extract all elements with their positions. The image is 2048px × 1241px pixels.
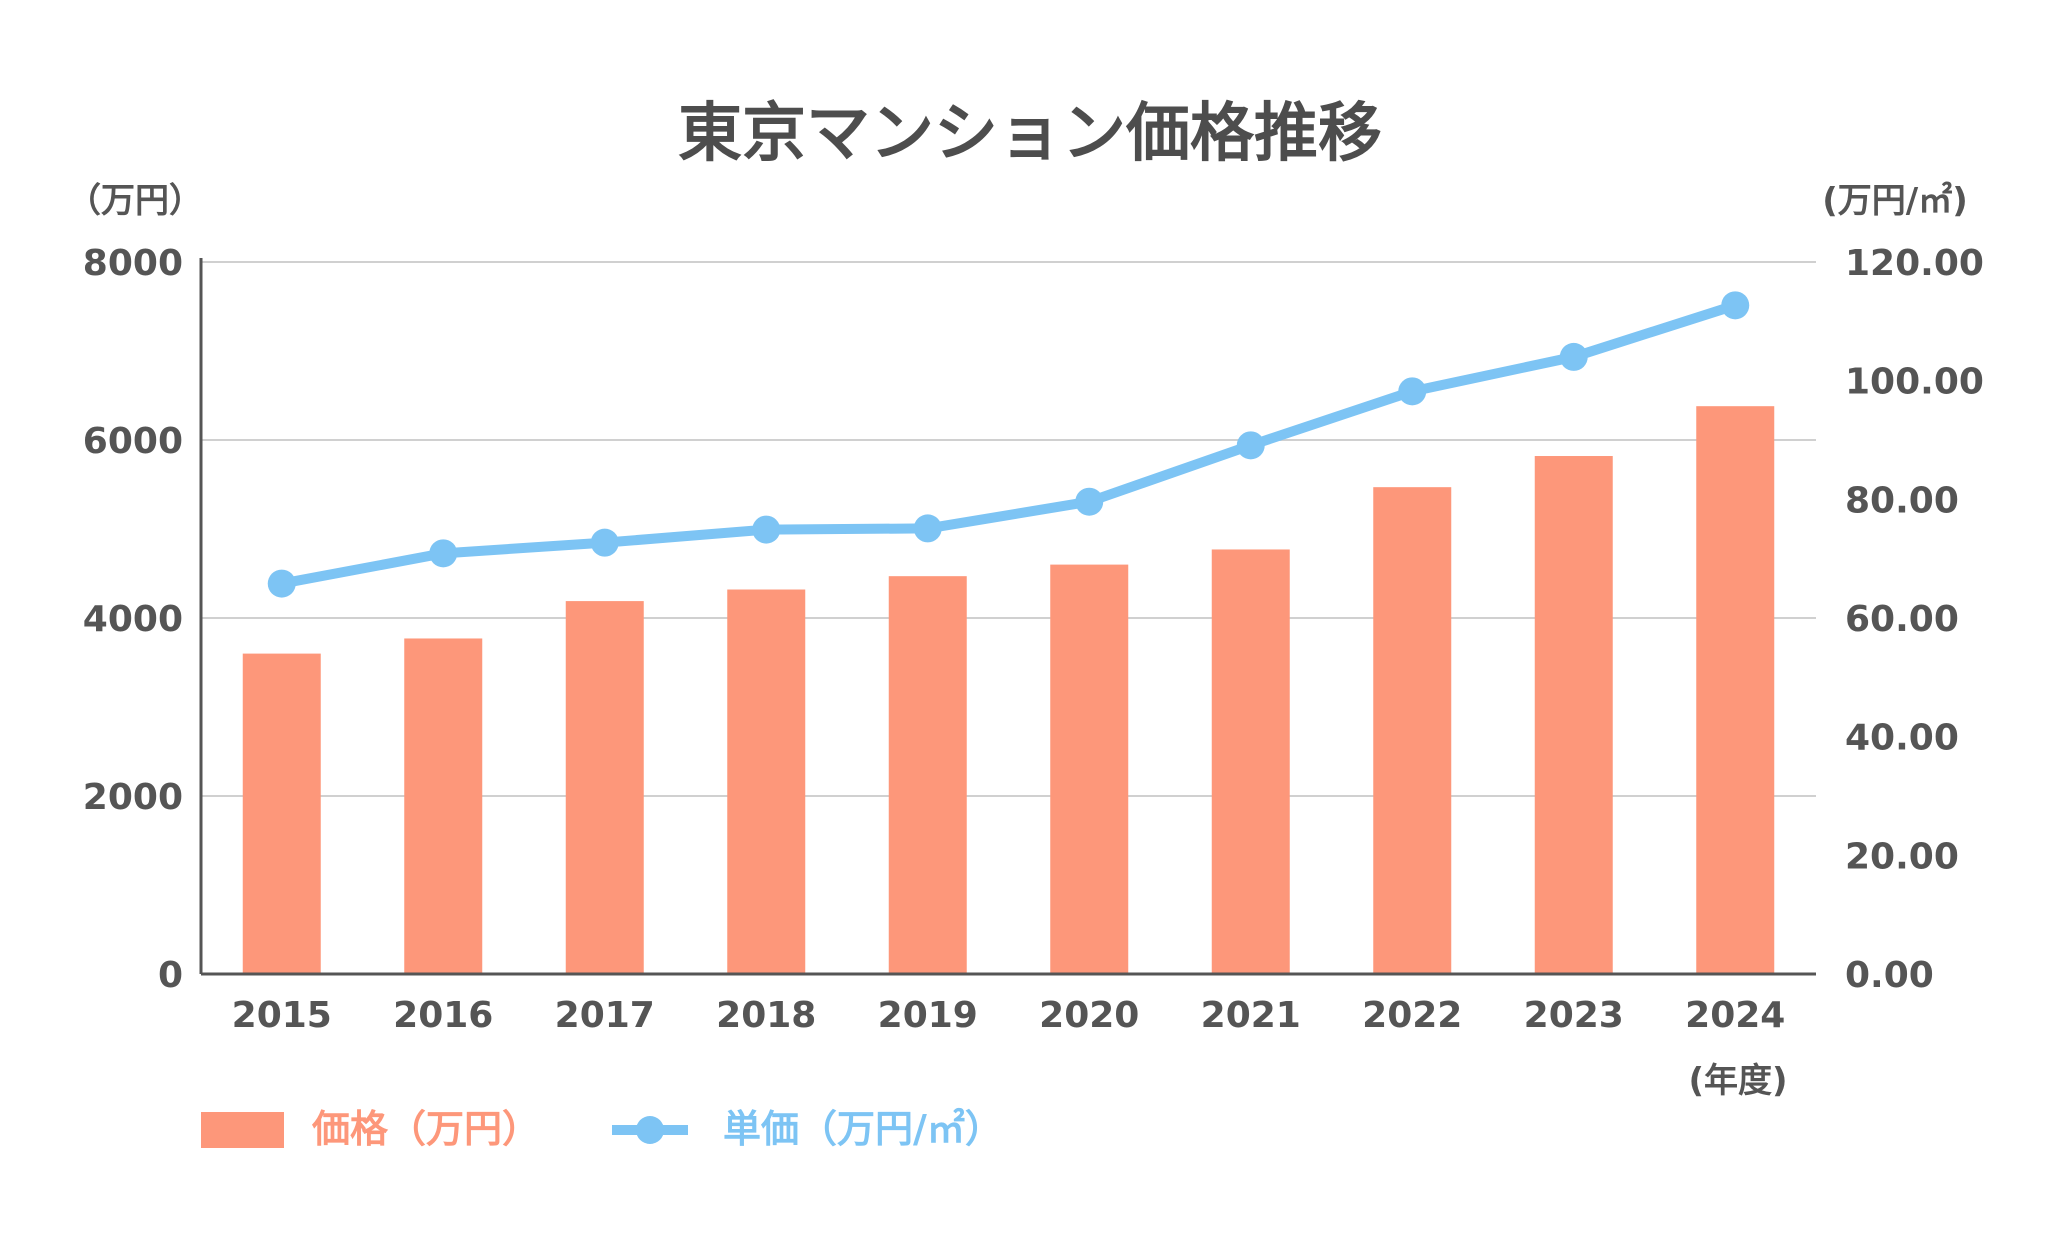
legend: 価格（万円） 単価（万円/㎡）	[201, 1107, 1003, 1151]
bar-2018	[727, 589, 806, 974]
bar-2015	[242, 653, 321, 974]
legend-line-label: 単価（万円/㎡）	[723, 1107, 1003, 1151]
bar-2016	[404, 638, 483, 974]
unit-price-point-2015	[267, 569, 296, 598]
x-tick-label: 2021	[1201, 995, 1301, 1036]
y-left-tick-label: 8000	[83, 243, 183, 284]
unit-price-point-2023	[1559, 342, 1588, 371]
unit-price-point-2018	[752, 515, 781, 544]
chart-title: 東京マンション価格推移	[678, 97, 1382, 171]
y-left-tick-label: 4000	[83, 599, 183, 640]
legend-bar-label: 価格（万円）	[311, 1107, 540, 1151]
x-tick-label: 2015	[232, 995, 332, 1036]
bar-2023	[1534, 456, 1613, 974]
x-tick-label: 2016	[393, 995, 493, 1036]
legend-line-marker	[636, 1116, 664, 1144]
x-tick-label: 2018	[716, 995, 816, 1036]
bar-2017	[565, 601, 644, 974]
unit-price-point-2021	[1236, 431, 1265, 460]
x-tick-label: 2017	[555, 995, 655, 1036]
x-axis-label: (年度)	[1688, 1061, 1787, 1101]
y-right-tick-label: 100.00	[1845, 362, 1984, 403]
y-left-tick-label: 0	[158, 955, 183, 996]
bar-2020	[1050, 564, 1129, 974]
y-right-tick-label: 120.00	[1845, 243, 1984, 284]
unit-price-point-2024	[1721, 291, 1750, 320]
unit-price-point-2017	[590, 528, 619, 557]
y-left-tick-label: 2000	[83, 777, 183, 818]
y-right-tick-label: 0.00	[1845, 955, 1934, 996]
y-left-axis-label: （万円）	[67, 181, 203, 221]
x-tick-label: 2019	[878, 995, 978, 1036]
y-right-tick-label: 80.00	[1845, 480, 1959, 521]
x-tick-label: 2022	[1362, 995, 1462, 1036]
x-tick-label: 2024	[1685, 995, 1785, 1036]
bar-2024	[1696, 406, 1775, 974]
x-tick-label: 2020	[1039, 995, 1139, 1036]
unit-price-line	[280, 300, 1737, 589]
unit-price-point-2019	[913, 514, 942, 543]
y-right-tick-label: 40.00	[1845, 718, 1959, 759]
y-right-tick-label: 60.00	[1845, 599, 1959, 640]
bar-2021	[1211, 549, 1290, 974]
bar-2019	[888, 576, 967, 974]
y-left-tick-label: 6000	[83, 421, 183, 462]
x-tick-label: 2023	[1524, 995, 1624, 1036]
y-right-tick-label: 20.00	[1845, 836, 1959, 877]
bar-2022	[1373, 487, 1452, 974]
unit-price-point-2016	[429, 539, 458, 568]
unit-price-point-2022	[1398, 377, 1427, 406]
unit-price-point-2020	[1075, 487, 1104, 516]
y-right-axis-label: (万円/㎡)	[1822, 181, 1968, 221]
legend-bar-swatch	[201, 1112, 284, 1148]
